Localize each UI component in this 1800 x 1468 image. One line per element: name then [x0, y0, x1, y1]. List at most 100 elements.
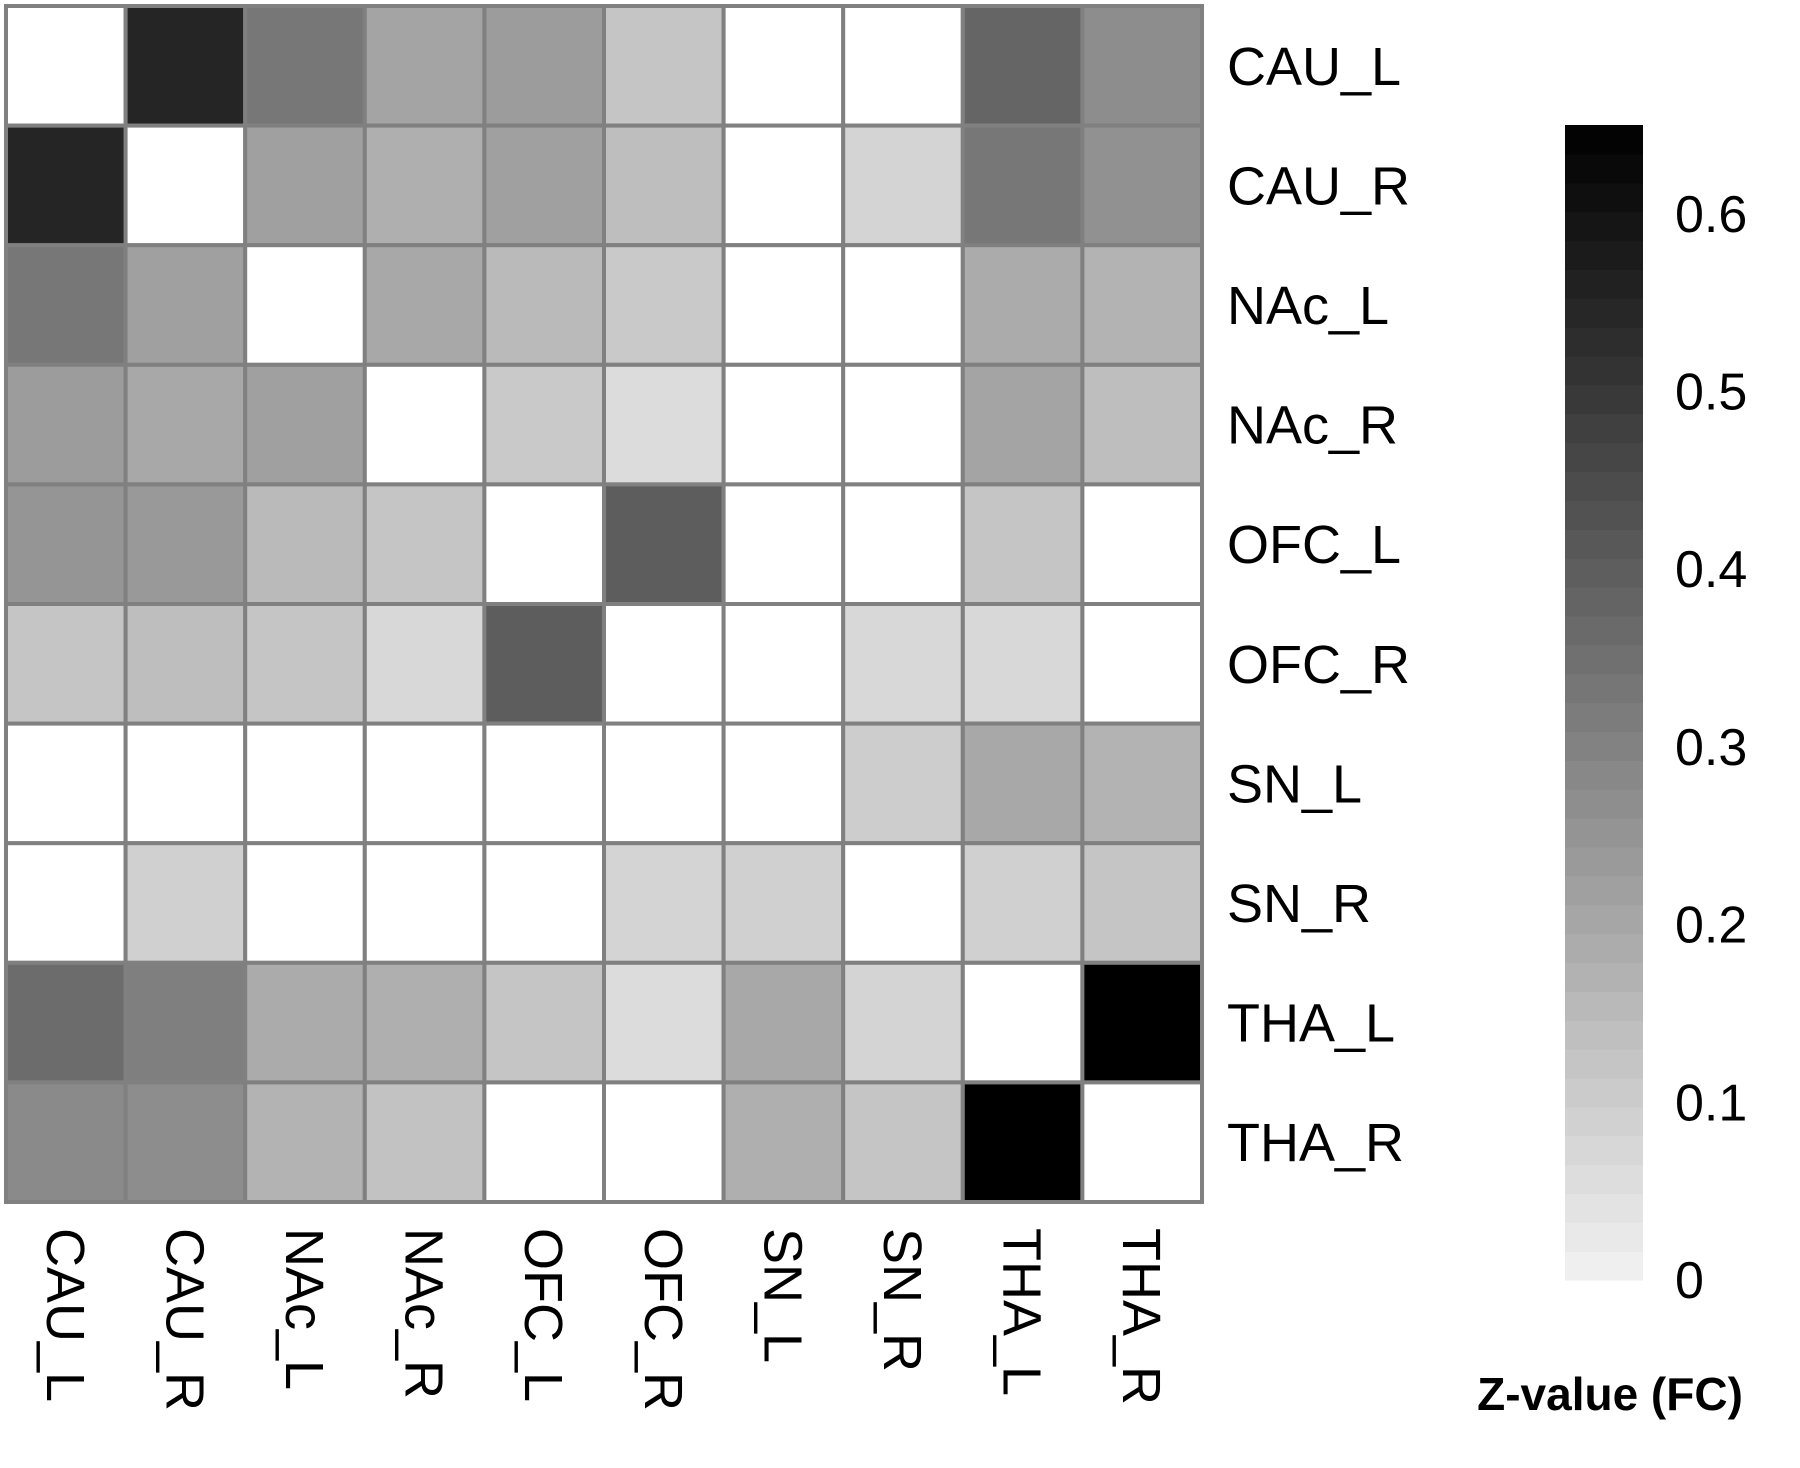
heatmap-cell-THA_L-THA_R	[1080, 960, 1205, 1085]
colorbar-step	[1565, 384, 1643, 415]
heatmap-cell-SN_L-CAU_R	[123, 721, 248, 846]
colorbar-tick-label: 0.2	[1675, 897, 1747, 955]
colorbar-step	[1565, 182, 1643, 213]
heatmap-cell-SN_R-OFC_R	[602, 841, 726, 965]
heatmap-cell-SN_R-SN_L	[721, 841, 846, 965]
heatmap-cell-OFC_R-NAc_R	[362, 602, 487, 726]
heatmap-cell-CAU_R-SN_L	[721, 123, 846, 248]
heatmap-cell-NAc_R-CAU_R	[123, 362, 248, 487]
heatmap-cell-THA_L-SN_R	[841, 960, 965, 1085]
colorbar-step	[1565, 644, 1643, 675]
colorbar-step	[1565, 442, 1643, 473]
colorbar-step	[1565, 962, 1643, 992]
heatmap-cell-SN_R-NAc_L	[243, 841, 367, 965]
heatmap-cell-NAc_R-SN_R	[841, 362, 965, 487]
heatmap-cell-NAc_L-THA_R	[1080, 243, 1205, 367]
heatmap-cell-THA_R-OFC_R	[602, 1080, 726, 1205]
heatmap-cell-NAc_L-SN_R	[841, 243, 965, 367]
heatmap-cell-THA_L-OFC_L	[482, 960, 606, 1085]
heatmap-cell-CAU_R-CAU_R	[123, 123, 248, 248]
colorbar-step	[1565, 991, 1643, 1021]
column-label-THA_R: THA_R	[1111, 1228, 1171, 1405]
heatmap-cell-NAc_L-CAU_L	[4, 243, 128, 367]
heatmap-cell-OFC_R-THA_L	[960, 602, 1085, 726]
heatmap-cell-NAc_R-SN_L	[721, 362, 846, 487]
row-label-SN_L: SN_L	[1227, 754, 1362, 814]
heatmap-cell-SN_R-SN_R	[841, 841, 965, 965]
heatmap-cell-OFC_L-THA_R	[1080, 482, 1205, 606]
colorbar-step	[1565, 558, 1643, 588]
colorbar-tick-label: 0.4	[1675, 541, 1747, 599]
heatmap-cell-OFC_L-NAc_R	[362, 482, 487, 606]
column-label-OFC_L: OFC_L	[513, 1228, 573, 1402]
heatmap-cell-CAU_L-SN_L	[721, 4, 846, 128]
heatmap-cell-OFC_L-SN_L	[721, 482, 846, 606]
heatmap-cell-OFC_L-OFC_R	[602, 482, 726, 606]
colorbar-step	[1565, 471, 1643, 501]
heatmap-cell-OFC_L-CAU_R	[123, 482, 248, 606]
heatmap-cell-SN_R-NAc_R	[362, 841, 487, 965]
column-label-NAc_R: NAc_R	[394, 1228, 454, 1399]
heatmap-cell-SN_L-THA_L	[960, 721, 1085, 846]
colorbar-step	[1565, 875, 1643, 906]
row-label-NAc_R: NAc_R	[1227, 396, 1398, 456]
colorbar-step	[1565, 789, 1643, 819]
heatmap-cell-SN_R-OFC_L	[482, 841, 606, 965]
heatmap-cell-SN_L-THA_R	[1080, 721, 1205, 846]
row-label-NAc_L: NAc_L	[1227, 276, 1389, 336]
colorbar-step	[1565, 500, 1643, 530]
heatmap-cell-THA_L-NAc_L	[243, 960, 367, 1085]
row-label-OFC_L: OFC_L	[1227, 515, 1401, 575]
heatmap-cell-THA_L-CAU_R	[123, 960, 248, 1085]
heatmap-cell-CAU_L-SN_R	[841, 4, 965, 128]
heatmap-cell-THA_L-NAc_R	[362, 960, 487, 1085]
heatmap-cell-THA_R-CAU_L	[4, 1080, 128, 1205]
heatmap-cell-NAc_L-THA_L	[960, 243, 1085, 367]
column-label-OFC_R: OFC_R	[633, 1228, 693, 1411]
heatmap-cell-THA_R-SN_R	[841, 1080, 965, 1205]
colorbar-tick-label: 0	[1675, 1252, 1704, 1310]
colorbar-step	[1565, 731, 1643, 761]
heatmap-cell-NAc_R-CAU_L	[4, 362, 128, 487]
colorbar-step	[1565, 529, 1643, 559]
heatmap-cell-CAU_L-NAc_L	[243, 4, 367, 128]
heatmap-cell-OFC_L-NAc_L	[243, 482, 367, 606]
colorbar-step	[1565, 904, 1643, 935]
heatmap-cell-NAc_L-NAc_R	[362, 243, 487, 367]
heatmap-cell-CAU_L-CAU_R	[123, 4, 248, 128]
colorbar-tick-label: 0.1	[1675, 1074, 1747, 1132]
heatmap-cell-SN_R-THA_L	[960, 841, 1085, 965]
heatmap-cell-CAU_R-CAU_L	[4, 123, 128, 248]
colorbar-step	[1565, 240, 1643, 270]
colorbar-step	[1565, 818, 1643, 848]
colorbar-step	[1565, 846, 1643, 877]
heatmap-cell-CAU_L-THA_L	[960, 4, 1085, 128]
colorbar-step	[1565, 1135, 1643, 1166]
colorbar-tick-label: 0.5	[1675, 364, 1747, 422]
row-label-SN_R: SN_R	[1227, 874, 1371, 934]
heatmap-cell-THA_R-CAU_R	[123, 1080, 248, 1205]
heatmap-cell-THA_R-NAc_R	[362, 1080, 487, 1205]
heatmap-cell-THA_R-OFC_L	[482, 1080, 606, 1205]
colorbar-tick-label: 0.6	[1675, 186, 1747, 244]
heatmap-cell-THA_R-SN_L	[721, 1080, 846, 1205]
heatmap-cell-THA_R-NAc_L	[243, 1080, 367, 1205]
heatmap-cell-OFC_L-THA_L	[960, 482, 1085, 606]
heatmap-cell-SN_L-SN_R	[841, 721, 965, 846]
heatmap-cell-THA_L-OFC_R	[602, 960, 726, 1085]
heatmap-cell-SN_L-NAc_L	[243, 721, 367, 846]
colorbar-step	[1565, 1106, 1643, 1137]
heatmap-cell-OFC_L-OFC_L	[482, 482, 606, 606]
row-label-OFC_R: OFC_R	[1227, 635, 1410, 695]
heatmap-cell-NAc_R-THA_L	[960, 362, 1085, 487]
heatmap-cell-CAU_R-SN_R	[841, 123, 965, 248]
heatmap-cell-SN_L-OFC_L	[482, 721, 606, 846]
colorbar-step	[1565, 356, 1643, 386]
heatmap-cell-OFC_L-SN_R	[841, 482, 965, 606]
heatmap-cells	[4, 4, 1205, 1205]
heatmap-cell-OFC_R-CAU_L	[4, 602, 128, 726]
column-labels: CAU_L CAU_R NAc_L NAc_R OFC_L OFC_R SN_L SN_R TH…	[35, 1228, 1171, 1411]
heatmap-cell-OFC_R-THA_R	[1080, 602, 1205, 726]
heatmap-cell-OFC_L-CAU_L	[4, 482, 128, 606]
